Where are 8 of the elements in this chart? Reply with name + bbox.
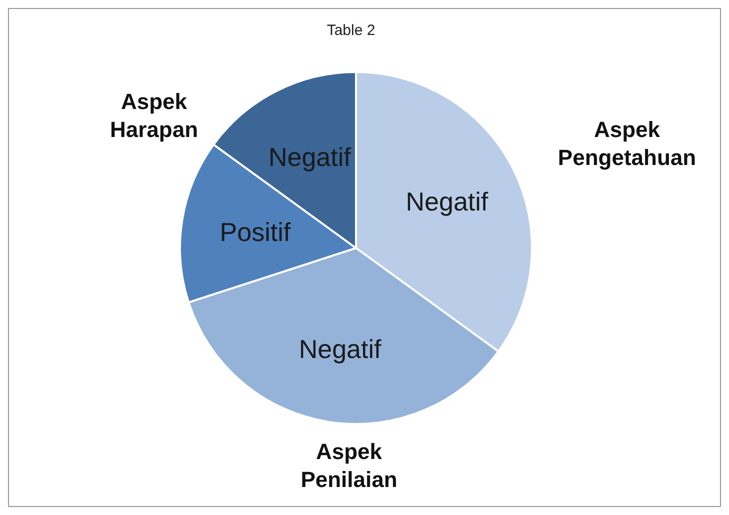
slice-label: Negatif	[268, 142, 352, 172]
slice-label: Positif	[220, 217, 292, 248]
slice-label: Negatif	[406, 186, 489, 217]
slice-label: Negatif	[298, 334, 382, 364]
text: Aspek Pengetahuan	[558, 117, 696, 170]
text: Aspek Penilaian	[300, 439, 398, 492]
text: Aspek Harapan	[110, 89, 198, 142]
chart-title: Table 2	[326, 22, 376, 39]
